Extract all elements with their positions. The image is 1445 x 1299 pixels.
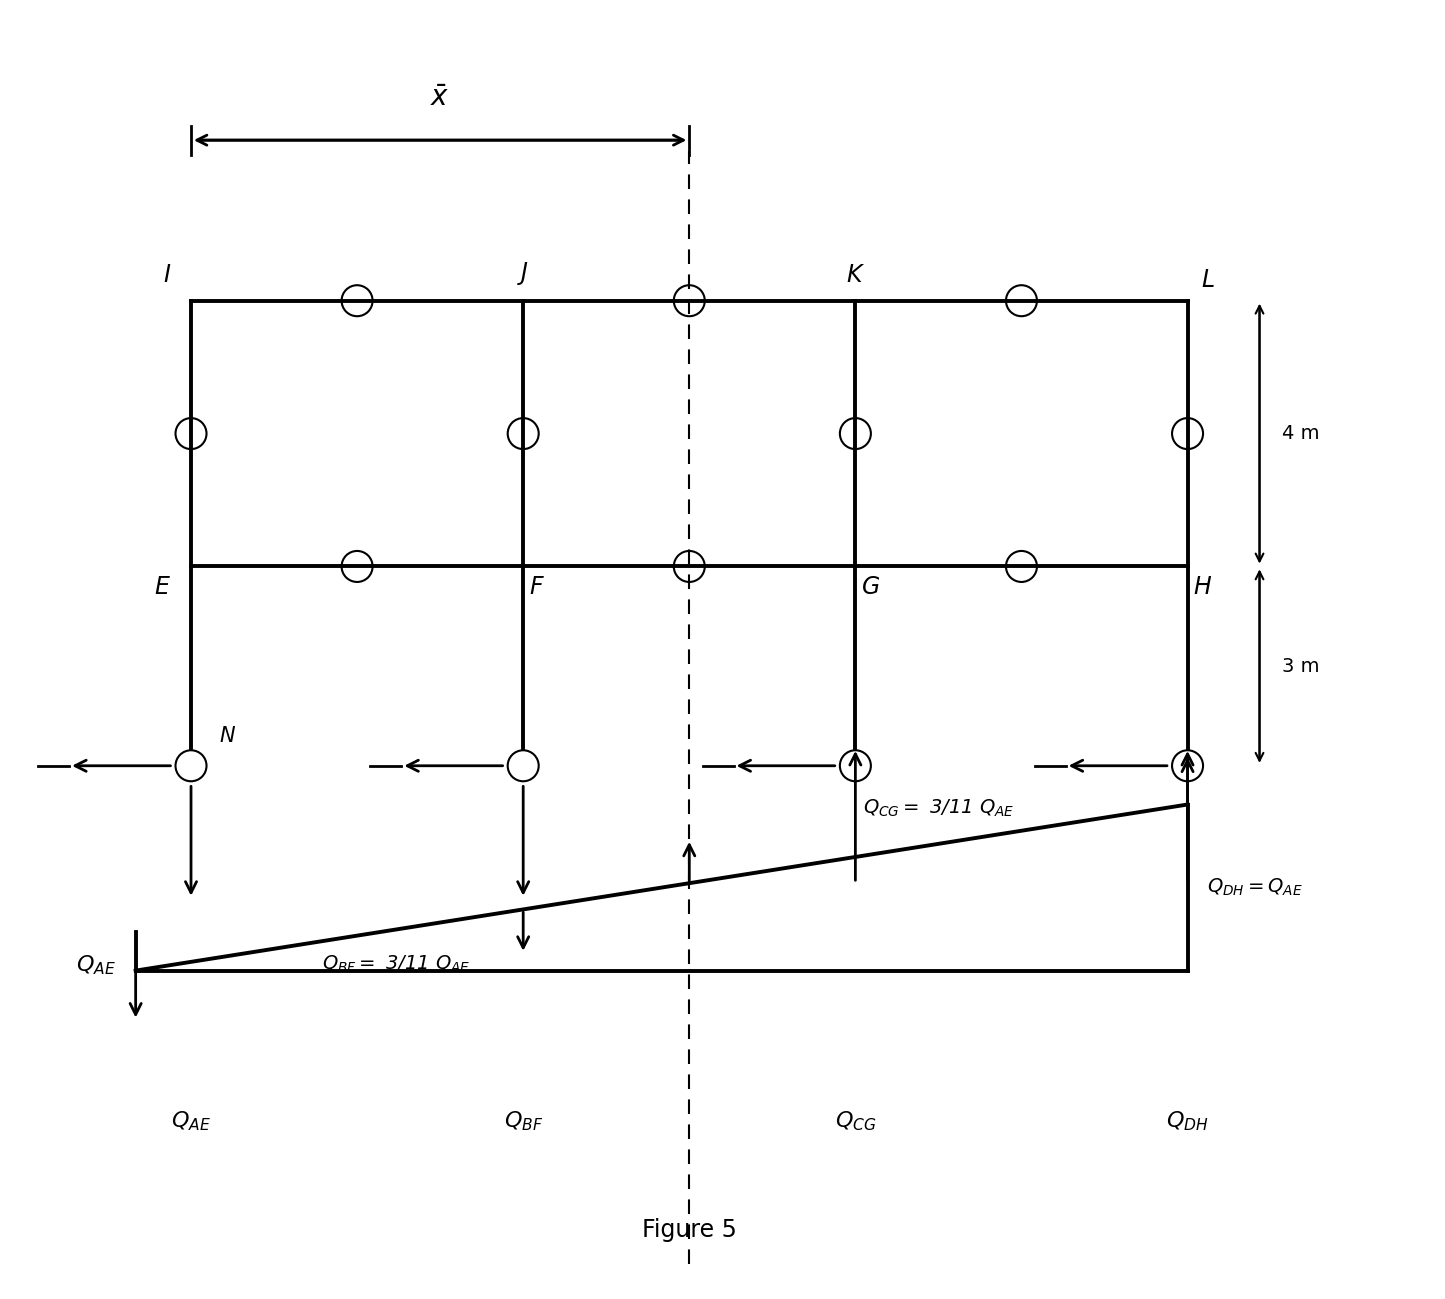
Text: $H$: $H$ — [1194, 575, 1212, 599]
Text: $F$: $F$ — [529, 575, 545, 599]
Text: 4 m: 4 m — [1282, 423, 1319, 443]
Text: $E$: $E$ — [155, 575, 171, 599]
Text: $Q_{BF}$: $Q_{BF}$ — [503, 1109, 543, 1133]
Text: $I$: $I$ — [163, 264, 171, 287]
Text: $Q_{AE}$: $Q_{AE}$ — [75, 953, 116, 977]
Text: $Q_{CG}$: $Q_{CG}$ — [835, 1109, 876, 1133]
Text: $J$: $J$ — [517, 260, 529, 287]
Text: $G$: $G$ — [861, 575, 880, 599]
Text: $\bar{x}$: $\bar{x}$ — [431, 84, 449, 113]
Text: $L$: $L$ — [1201, 268, 1215, 292]
Text: $N$: $N$ — [218, 726, 236, 746]
Text: Figure 5: Figure 5 — [642, 1218, 737, 1242]
Text: $K$: $K$ — [845, 264, 866, 287]
Text: $Q_{BF}=$ 3/11 $Q_{AE}$: $Q_{BF}=$ 3/11 $Q_{AE}$ — [322, 953, 470, 974]
Text: $Q_{DH}$: $Q_{DH}$ — [1166, 1109, 1209, 1133]
Text: $Q_{CG}=$ 3/11 $Q_{AE}$: $Q_{CG}=$ 3/11 $Q_{AE}$ — [863, 798, 1014, 820]
Text: 3 m: 3 m — [1282, 656, 1319, 675]
Text: $Q_{AE}$: $Q_{AE}$ — [171, 1109, 211, 1133]
Text: $Q_{DH}=Q_{AE}$: $Q_{DH}=Q_{AE}$ — [1208, 877, 1303, 898]
